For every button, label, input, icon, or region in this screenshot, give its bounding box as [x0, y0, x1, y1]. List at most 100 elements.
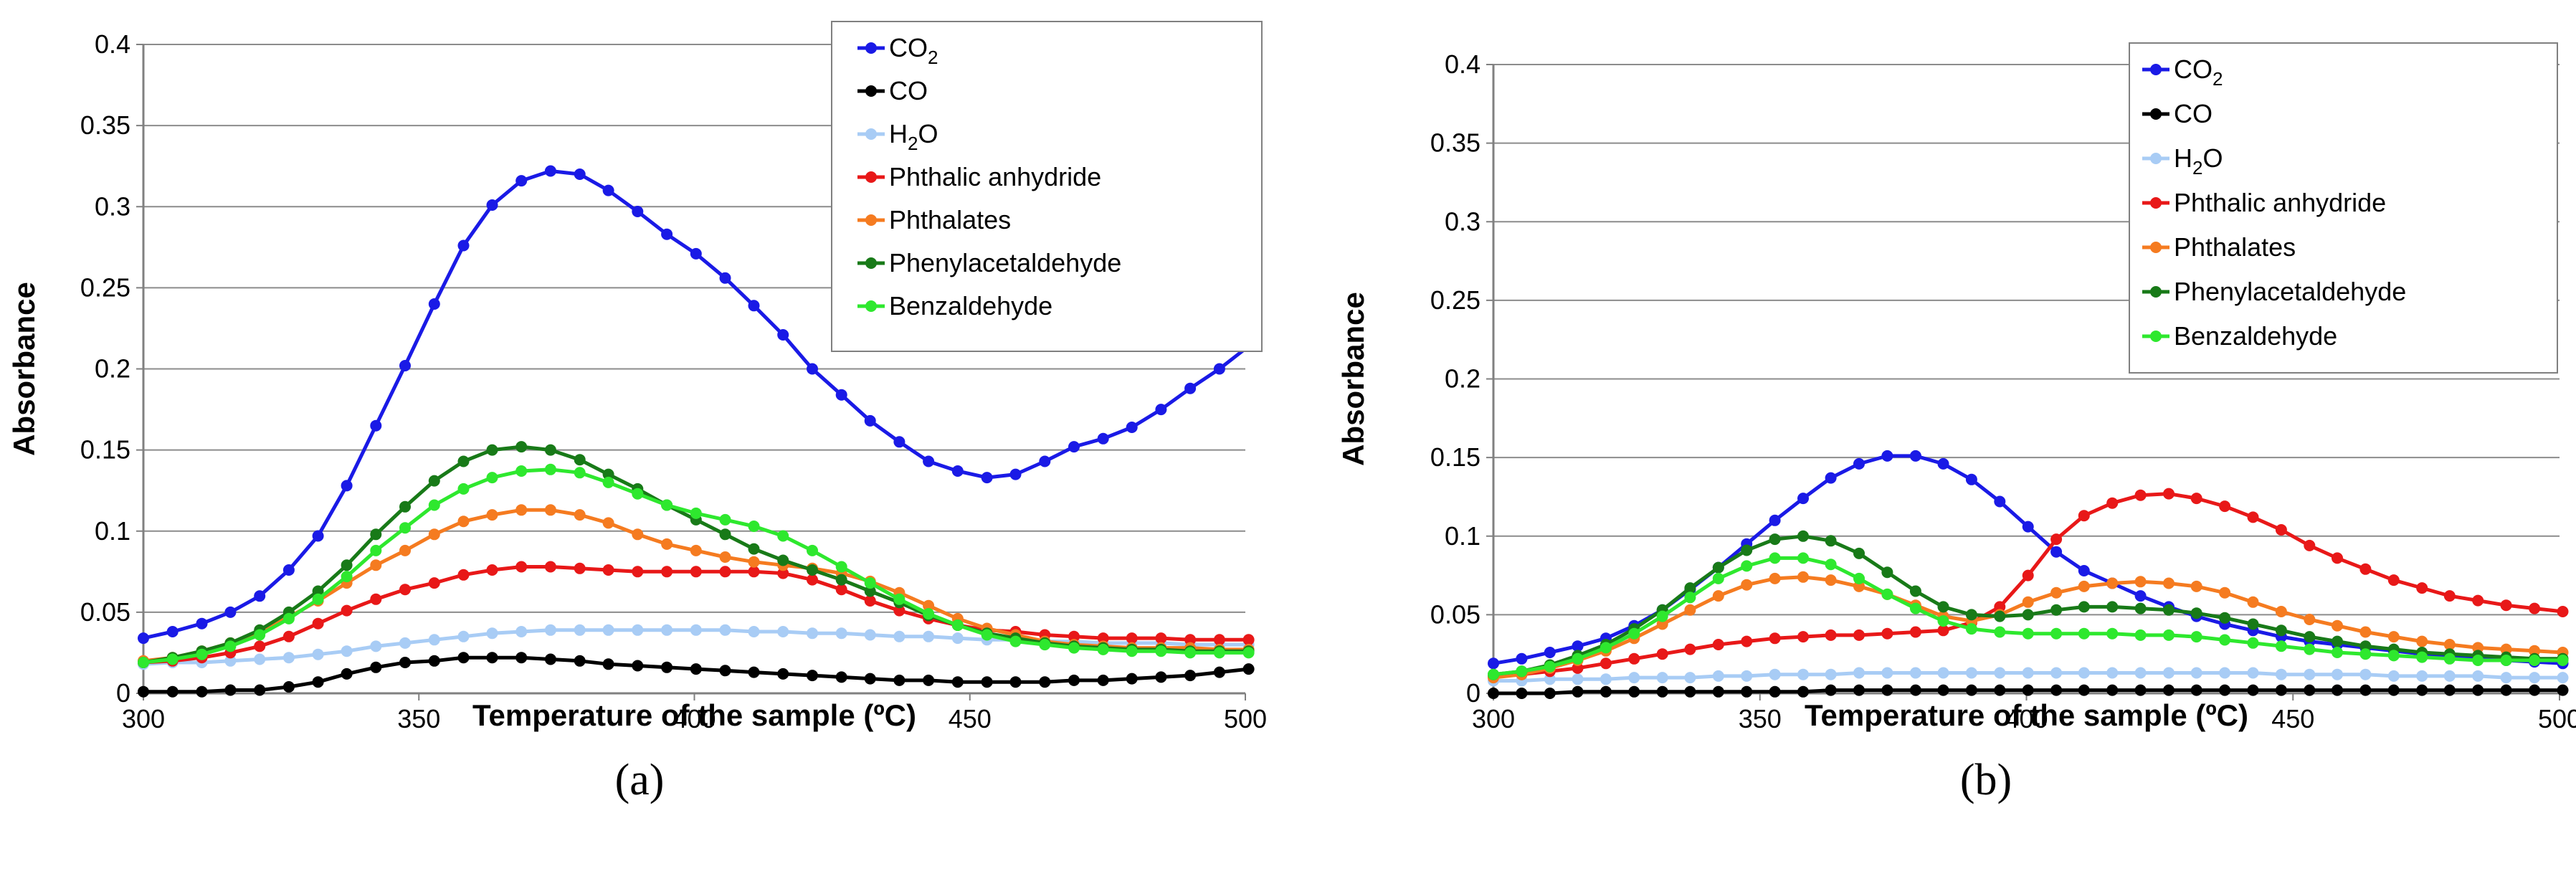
data-point [1994, 626, 2006, 638]
data-point [661, 661, 673, 673]
legend-label-subscript: 2 [928, 47, 938, 68]
data-point [1825, 668, 1837, 680]
data-point [2247, 667, 2259, 679]
data-point [2443, 652, 2456, 665]
data-point [602, 517, 614, 529]
legend-item: Phthalic anhydride [857, 162, 1101, 191]
y-tick-label: 0.2 [95, 354, 130, 384]
data-point [224, 684, 237, 696]
data-point [254, 640, 266, 652]
data-point [370, 593, 382, 605]
x-tick-label: 450 [949, 704, 992, 733]
y-tick-label: 0.35 [1430, 128, 1481, 158]
data-point [1516, 665, 1528, 678]
data-point [777, 626, 789, 637]
data-point [2472, 594, 2484, 607]
data-point [1937, 601, 1949, 613]
data-point [486, 652, 498, 664]
legend-label: Phthalic anhydride [2174, 188, 2386, 217]
y-tick-label: 0.35 [80, 110, 130, 140]
data-point [428, 528, 440, 541]
data-point [893, 593, 906, 605]
legend-label: Benzaldehyde [2174, 321, 2337, 351]
data-point [2219, 500, 2231, 513]
data-point [2472, 655, 2484, 666]
data-point [138, 685, 149, 698]
data-point [2022, 609, 2034, 621]
data-point [748, 300, 760, 312]
data-point [166, 685, 179, 698]
data-point [428, 577, 440, 589]
y-tick-label: 0.05 [1430, 599, 1481, 629]
data-point [1544, 688, 1556, 699]
y-tick-label: 0.15 [80, 435, 130, 465]
data-point [1684, 604, 1696, 616]
data-point [1155, 632, 1167, 645]
data-point [1572, 640, 1584, 652]
data-point [2443, 684, 2456, 696]
legend-label: CO2 [889, 33, 938, 68]
y-axis-title: Absorbance [7, 282, 41, 456]
y-axis-title: Absorbance [1336, 292, 1370, 466]
data-point [807, 363, 818, 375]
y-tick-label: 0.4 [95, 29, 130, 59]
data-point [1712, 670, 1724, 682]
data-point [1881, 450, 1893, 462]
data-point [515, 175, 528, 187]
data-point [2557, 606, 2569, 617]
data-point [2387, 631, 2400, 643]
data-point [341, 480, 353, 492]
data-point [893, 604, 906, 617]
data-point [428, 298, 440, 310]
data-point [2529, 645, 2541, 657]
data-point [2050, 627, 2063, 640]
data-point [602, 476, 614, 488]
data-point [196, 685, 208, 698]
data-point [166, 653, 179, 665]
data-point [1769, 552, 1781, 564]
data-point [864, 673, 876, 685]
data-point [807, 544, 818, 556]
data-point [632, 566, 644, 578]
data-point [2219, 634, 2231, 646]
data-point [2332, 684, 2343, 696]
data-point [602, 564, 614, 576]
data-point [1684, 643, 1696, 655]
data-point [2050, 533, 2063, 546]
legend-label: H2O [2174, 143, 2223, 179]
data-point [282, 681, 295, 693]
data-point [2247, 596, 2259, 608]
data-point [486, 199, 498, 211]
data-point [2500, 599, 2512, 612]
x-tick-label: 400 [2005, 704, 2048, 733]
data-point [1628, 627, 1640, 640]
data-point [370, 661, 382, 673]
data-point [981, 676, 993, 688]
data-point [1712, 639, 1724, 650]
data-point [574, 624, 586, 636]
data-point [807, 574, 818, 586]
data-point [2050, 546, 2063, 558]
data-point [632, 528, 644, 541]
data-point [1126, 645, 1138, 657]
data-point [835, 389, 847, 401]
data-point [2078, 565, 2090, 576]
data-point [515, 441, 528, 453]
legend-marker [2150, 108, 2162, 120]
x-axis-title: Temperature of the sample (ºC) [472, 698, 916, 732]
data-point [923, 608, 935, 620]
y-tick-label: 0.1 [1445, 521, 1481, 551]
legend-label-base: CO [2174, 54, 2213, 84]
legend-label-base: Phthalic anhydride [889, 162, 1101, 191]
data-point [1881, 588, 1893, 600]
data-point [690, 566, 702, 578]
series-phthalic-anhydride [1488, 488, 2569, 682]
data-point [2500, 672, 2512, 684]
data-point [1628, 652, 1640, 665]
data-point [719, 272, 731, 284]
data-point [835, 671, 847, 683]
data-point [138, 657, 149, 668]
data-point [923, 630, 935, 642]
